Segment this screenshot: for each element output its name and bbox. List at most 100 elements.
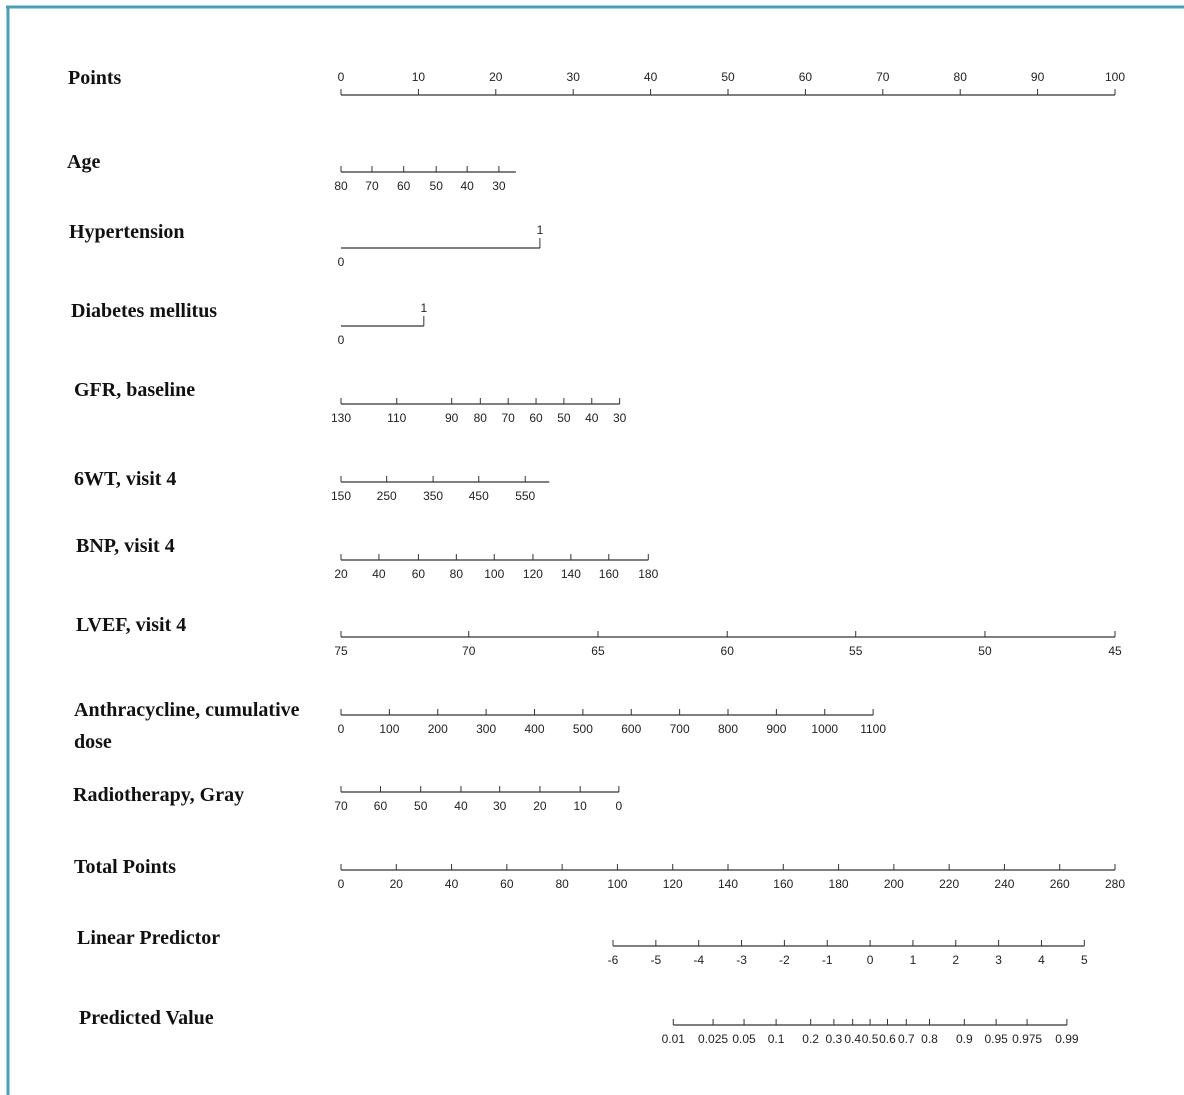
tick-label: 0.2 <box>802 1032 819 1046</box>
tick-label: 150 <box>331 489 351 503</box>
tick-label: 280 <box>1105 877 1125 891</box>
tick-label: 75 <box>334 644 348 658</box>
tick-label: 100 <box>484 567 504 581</box>
tick-label: 120 <box>663 877 683 891</box>
tick-label: 50 <box>414 799 428 813</box>
tick-label: 180 <box>638 567 658 581</box>
tick-label: 1000 <box>811 722 838 736</box>
tick-label: 70 <box>876 70 890 84</box>
tick-label: 550 <box>515 489 535 503</box>
tick-label: 100 <box>1105 70 1125 84</box>
tick-label: 0.5 <box>862 1032 879 1046</box>
tick-label: 80 <box>954 70 968 84</box>
tick-label: 70 <box>502 411 516 425</box>
tick-label: 200 <box>884 877 904 891</box>
tick-label: 0.8 <box>921 1032 938 1046</box>
tick-label: 70 <box>462 644 476 658</box>
tick-label: 250 <box>377 489 397 503</box>
tick-label: -4 <box>693 953 704 967</box>
tick-label: 80 <box>555 877 569 891</box>
tick-label: 3 <box>995 953 1002 967</box>
scale-label: Age <box>67 151 101 173</box>
tick-label: 50 <box>978 644 992 658</box>
tick-label: 0 <box>338 722 345 736</box>
tick-label: 0 <box>616 799 623 813</box>
tick-label: 40 <box>585 411 599 425</box>
tick-label: 100 <box>379 722 399 736</box>
tick-label: 20 <box>390 877 404 891</box>
scale-label: Diabetes mellitus <box>71 300 218 322</box>
tick-label: 40 <box>445 877 459 891</box>
tick-label: 30 <box>492 179 506 193</box>
tick-label: 40 <box>460 179 474 193</box>
scale-label: BNP, visit 4 <box>76 535 175 557</box>
tick-label: 60 <box>412 567 426 581</box>
tick-label: 0.7 <box>898 1032 915 1046</box>
tick-label: 100 <box>607 877 627 891</box>
tick-label: 55 <box>849 644 863 658</box>
tick-label: 140 <box>718 877 738 891</box>
tick-label: 140 <box>561 567 581 581</box>
tick-label: 200 <box>428 722 448 736</box>
tick-label: 500 <box>573 722 593 736</box>
scale-label: LVEF, visit 4 <box>76 614 187 636</box>
tick-label: -2 <box>779 953 790 967</box>
tick-label: 70 <box>334 799 348 813</box>
tick-label: 45 <box>1108 644 1122 658</box>
tick-label: 60 <box>721 644 735 658</box>
tick-label: 350 <box>423 489 443 503</box>
tick-label: 80 <box>334 179 348 193</box>
tick-label: 60 <box>500 877 514 891</box>
tick-label: 160 <box>773 877 793 891</box>
tick-label: 450 <box>469 489 489 503</box>
tick-label: 0.01 <box>662 1032 686 1046</box>
tick-label: 20 <box>489 70 503 84</box>
scale-label: Radiotherapy, Gray <box>73 784 245 806</box>
tick-label: 80 <box>474 411 488 425</box>
tick-label: 50 <box>721 70 735 84</box>
tick-label: 1100 <box>860 722 886 736</box>
tick-label: 60 <box>374 799 388 813</box>
tick-label: 0 <box>867 953 874 967</box>
tick-label: 800 <box>718 722 738 736</box>
tick-label: 50 <box>430 179 444 193</box>
tick-label: 0 <box>338 333 345 347</box>
tick-label: 10 <box>412 70 426 84</box>
tick-label: 220 <box>939 877 959 891</box>
scale-label: 6WT, visit 4 <box>74 468 177 490</box>
tick-label: 400 <box>524 722 544 736</box>
scale-label: GFR, baseline <box>74 379 196 401</box>
tick-label: 130 <box>331 411 351 425</box>
tick-label: 1 <box>910 953 917 967</box>
tick-label: 70 <box>365 179 379 193</box>
tick-label: 4 <box>1038 953 1045 967</box>
tick-label: 120 <box>523 567 543 581</box>
tick-label: 0.3 <box>826 1032 843 1046</box>
tick-label: 0.9 <box>956 1032 973 1046</box>
tick-label: 0.1 <box>768 1032 785 1046</box>
tick-label: 1 <box>537 223 544 237</box>
tick-label: 80 <box>450 567 464 581</box>
tick-label: 0 <box>338 70 345 84</box>
tick-label: 10 <box>573 799 587 813</box>
tick-label: 260 <box>1050 877 1070 891</box>
tick-label: 5 <box>1081 953 1088 967</box>
tick-label: 90 <box>1031 70 1045 84</box>
tick-label: 300 <box>476 722 496 736</box>
tick-label: 240 <box>994 877 1014 891</box>
scale-label: Linear Predictor <box>77 927 221 949</box>
tick-label: 30 <box>567 70 581 84</box>
tick-label: -6 <box>608 953 619 967</box>
tick-label: 20 <box>533 799 547 813</box>
tick-label: 180 <box>829 877 849 891</box>
tick-label: 0.025 <box>698 1032 728 1046</box>
tick-label: -5 <box>651 953 662 967</box>
tick-label: 0.95 <box>984 1032 1008 1046</box>
tick-label: 65 <box>591 644 605 658</box>
tick-label: 60 <box>799 70 813 84</box>
tick-label: 600 <box>621 722 641 736</box>
tick-label: 0.99 <box>1055 1032 1079 1046</box>
scale-label: Points <box>68 67 122 89</box>
tick-label: 110 <box>387 411 406 425</box>
